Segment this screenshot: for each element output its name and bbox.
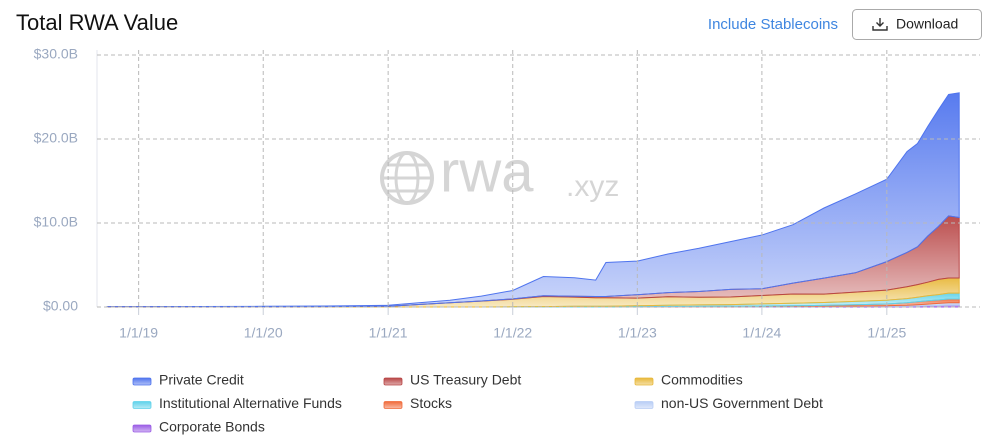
x-tick-label: 1/1/25 bbox=[867, 325, 906, 341]
legend-label: non-US Government Debt bbox=[661, 395, 823, 411]
chart-title: Total RWA Value bbox=[16, 10, 178, 35]
y-tick-label: $20.0B bbox=[34, 130, 78, 146]
watermark-globe bbox=[382, 163, 432, 193]
legend-label: Commodities bbox=[661, 372, 743, 388]
x-tick-label: 1/1/21 bbox=[369, 325, 408, 341]
watermark: rwa .xyz bbox=[380, 139, 619, 205]
y-tick-label: $30.0B bbox=[34, 46, 78, 62]
legend-swatch bbox=[132, 401, 152, 409]
x-tick-label: 1/1/20 bbox=[244, 325, 283, 341]
watermark-text: rwa bbox=[440, 139, 534, 204]
x-tick-label: 1/1/19 bbox=[119, 325, 158, 341]
area bbox=[106, 92, 960, 308]
legend-swatch bbox=[383, 377, 403, 386]
download-button-frame[interactable] bbox=[852, 9, 982, 40]
legend-swatch bbox=[132, 424, 152, 433]
y-tick-label: $10.0B bbox=[34, 214, 78, 230]
legend-label: Corporate Bonds bbox=[159, 419, 265, 435]
y-tick-label: $0.00 bbox=[43, 298, 78, 314]
x-tick-label: 1/1/24 bbox=[742, 325, 781, 341]
legend-swatch bbox=[634, 377, 654, 386]
download-label[interactable]: Download bbox=[896, 16, 958, 32]
x-tick-label: 1/1/22 bbox=[493, 325, 532, 341]
x-tick-label: 1/1/23 bbox=[618, 325, 657, 341]
download-icon[interactable] bbox=[872, 18, 888, 31]
watermark-text: .xyz bbox=[566, 170, 619, 203]
watermark-globe bbox=[394, 151, 420, 205]
legend-swatch bbox=[634, 401, 654, 409]
legend-label: Stocks bbox=[410, 395, 452, 411]
include-stablecoins[interactable]: Include Stablecoins bbox=[708, 16, 838, 33]
legend-label: Institutional Alternative Funds bbox=[159, 395, 342, 411]
legend-label: US Treasury Debt bbox=[410, 372, 521, 388]
watermark-globe bbox=[380, 151, 434, 205]
legend-swatch bbox=[132, 377, 152, 386]
legend-swatch bbox=[383, 401, 403, 409]
download-button[interactable]: Download bbox=[852, 9, 982, 40]
legend-label: Private Credit bbox=[159, 372, 244, 388]
